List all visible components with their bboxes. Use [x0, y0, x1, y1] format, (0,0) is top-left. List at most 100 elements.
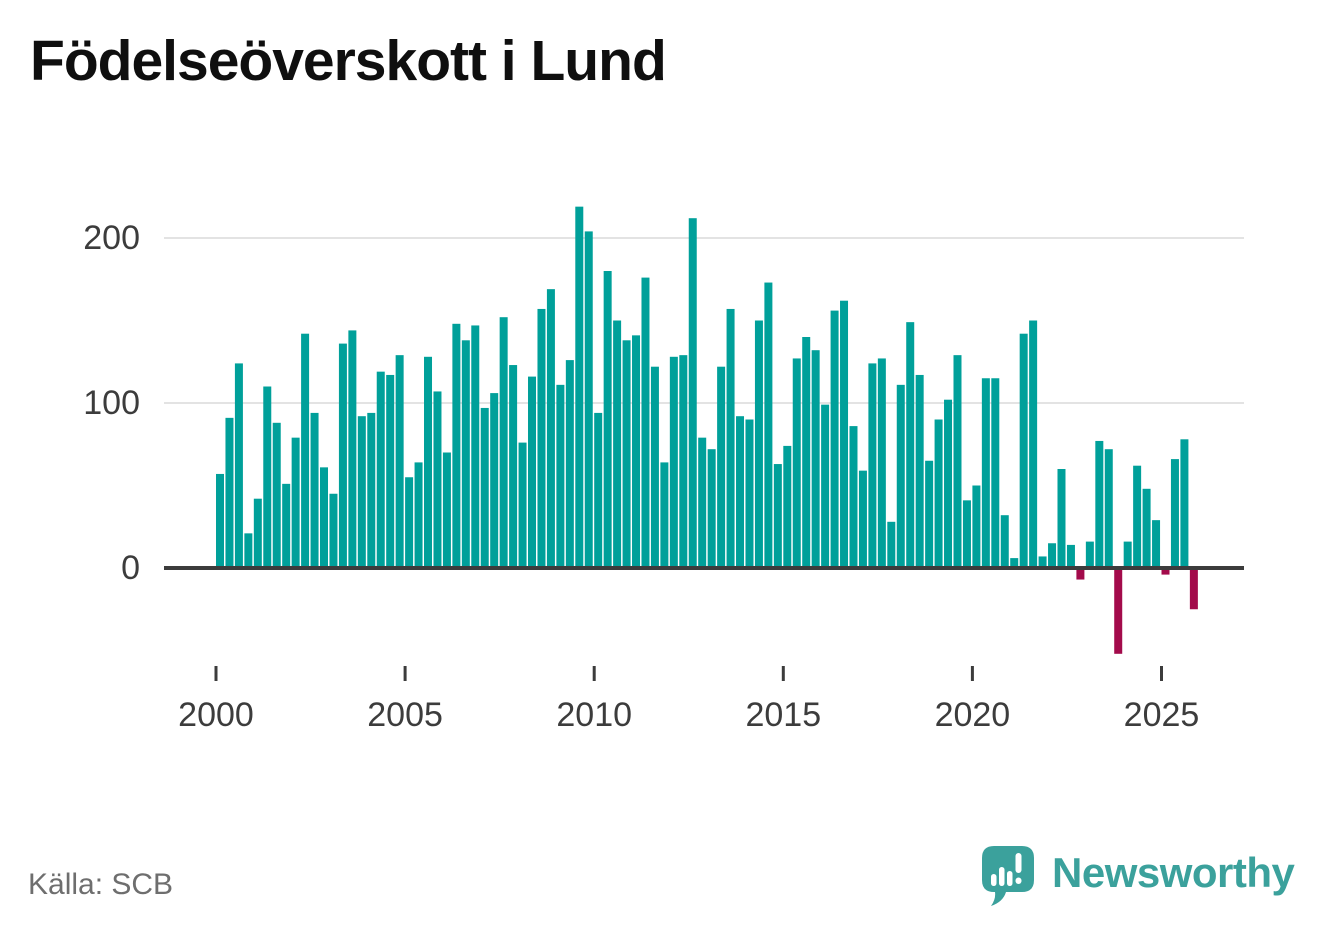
bar-2000-Q2 — [225, 417, 234, 568]
bar-2012-Q2 — [679, 355, 688, 568]
mini-bar-3 — [1007, 871, 1013, 886]
bar-2016-Q3 — [840, 300, 849, 568]
bar-2007-Q2 — [490, 393, 499, 568]
exclamation-bar — [1015, 853, 1022, 873]
bar-2006-Q1 — [442, 452, 451, 568]
bar-2010-Q3 — [613, 320, 622, 568]
y-axis-label-200: 200 — [83, 219, 140, 257]
bar-2021-Q2 — [1019, 333, 1028, 568]
bar-2002-Q2 — [301, 333, 310, 568]
bar-2003-Q2 — [338, 343, 347, 568]
bar-2001-Q3 — [272, 422, 281, 568]
bar-2023-Q1 — [1085, 541, 1094, 568]
bar-2011-Q2 — [641, 277, 650, 568]
x-axis-label-2020: 2020 — [935, 696, 1011, 734]
bar-2007-Q1 — [480, 407, 489, 568]
bar-2023-Q3 — [1104, 449, 1113, 568]
y-axis-label-0: 0 — [121, 549, 140, 587]
bar-2001-Q1 — [253, 498, 262, 568]
x-axis-label-2025: 2025 — [1124, 696, 1200, 734]
bar-2004-Q4 — [395, 355, 404, 568]
x-axis-label-2015: 2015 — [745, 696, 821, 734]
bar-2005-Q1 — [405, 477, 414, 568]
bar-2009-Q1 — [556, 384, 565, 568]
newsworthy-bubble-chart-icon — [982, 846, 1034, 906]
bar-2013-Q1 — [707, 449, 716, 568]
bar-2009-Q2 — [565, 360, 574, 568]
bar-2024-Q2 — [1133, 465, 1142, 568]
x-tick-2005 — [403, 666, 407, 681]
x-tick-2010 — [592, 666, 596, 681]
bar-2013-Q3 — [726, 308, 735, 568]
bar-2021-Q3 — [1029, 320, 1038, 568]
bar-2010-Q4 — [622, 340, 631, 568]
mini-bar-1 — [991, 874, 997, 886]
bar-2007-Q3 — [499, 317, 508, 568]
mini-bar-2 — [999, 867, 1005, 886]
bar-2009-Q4 — [584, 231, 593, 568]
bar-2016-Q1 — [821, 404, 830, 568]
bar-2004-Q3 — [386, 374, 395, 568]
bar-2020-Q1 — [972, 485, 981, 568]
bar-2018-Q4 — [925, 460, 934, 568]
bar-2006-Q4 — [471, 325, 480, 568]
exclamation-dot — [1015, 877, 1022, 884]
bar-2015-Q2 — [792, 358, 801, 568]
x-axis-label-2000: 2000 — [178, 696, 254, 734]
x-axis-label-2010: 2010 — [556, 696, 632, 734]
bar-2002-Q4 — [320, 467, 328, 568]
bar-2017-Q4 — [887, 521, 896, 568]
bar-2024-Q1 — [1123, 541, 1132, 568]
x-axis-label-2005: 2005 — [367, 696, 443, 734]
bar-2005-Q3 — [424, 356, 433, 568]
bar-2025-Q1 — [1161, 568, 1170, 575]
zero-axis-line — [164, 566, 1244, 570]
bar-2012-Q3 — [688, 218, 697, 568]
newsworthy-logo: Newsworthy — [982, 846, 1295, 906]
bar-2001-Q2 — [263, 386, 272, 568]
newsworthy-wordmark: Newsworthy — [1052, 849, 1295, 896]
bar-2003-Q4 — [357, 416, 366, 568]
bar-2007-Q4 — [509, 365, 518, 568]
x-tick-2000 — [214, 666, 218, 681]
bar-2013-Q4 — [736, 416, 745, 568]
bar-2018-Q3 — [915, 374, 924, 568]
bar-2015-Q1 — [783, 445, 792, 568]
bar-2010-Q2 — [603, 271, 612, 568]
bar-2014-Q4 — [773, 464, 782, 568]
bar-2015-Q4 — [811, 350, 820, 568]
x-tick-2025 — [1160, 666, 1163, 681]
bar-2021-Q4 — [1038, 556, 1047, 568]
bar-2022-Q4 — [1076, 568, 1085, 580]
bar-2015-Q3 — [802, 337, 811, 568]
bar-2020-Q3 — [991, 378, 1000, 568]
bar-2017-Q3 — [877, 358, 886, 568]
bar-2022-Q2 — [1057, 469, 1066, 568]
source-label: Källa: SCB — [28, 868, 174, 901]
bar-2004-Q2 — [376, 371, 385, 568]
bar-2025-Q4 — [1189, 568, 1198, 610]
bar-2004-Q1 — [367, 412, 376, 568]
bar-2005-Q4 — [433, 391, 442, 568]
bar-2021-Q1 — [1010, 558, 1019, 568]
bar-2014-Q1 — [745, 419, 754, 568]
bar-2020-Q2 — [981, 378, 990, 568]
bar-2017-Q1 — [858, 470, 867, 568]
bar-2014-Q2 — [754, 320, 763, 568]
bar-2006-Q2 — [452, 323, 461, 568]
bar-2012-Q4 — [698, 437, 707, 568]
bar-2018-Q1 — [896, 384, 905, 568]
bar-2000-Q1 — [216, 473, 224, 568]
bar-2017-Q2 — [868, 363, 877, 568]
bar-2001-Q4 — [282, 483, 291, 568]
x-tick-2015 — [781, 666, 785, 681]
bar-2005-Q2 — [414, 462, 423, 568]
bar-2024-Q4 — [1152, 520, 1161, 568]
bar-2025-Q2 — [1170, 459, 1179, 568]
bar-2009-Q3 — [575, 206, 584, 568]
x-tick-2020 — [970, 666, 974, 681]
bar-2023-Q4 — [1114, 568, 1123, 654]
bar-2006-Q3 — [461, 340, 470, 568]
chart-title: Födelseöverskott i Lund — [30, 29, 667, 93]
